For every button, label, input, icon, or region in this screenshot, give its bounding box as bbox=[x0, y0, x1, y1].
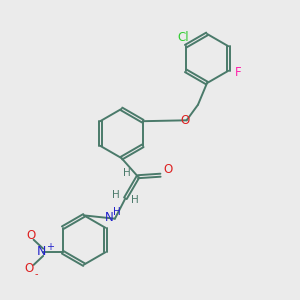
Text: H: H bbox=[123, 168, 130, 178]
Text: H: H bbox=[131, 195, 139, 205]
Text: +: + bbox=[46, 242, 54, 252]
Text: H: H bbox=[113, 207, 121, 217]
Text: O: O bbox=[181, 114, 190, 127]
Text: O: O bbox=[25, 262, 34, 275]
Text: N: N bbox=[105, 211, 114, 224]
Text: Cl: Cl bbox=[177, 31, 188, 44]
Text: -: - bbox=[34, 269, 38, 280]
Text: N: N bbox=[37, 245, 46, 258]
Text: O: O bbox=[164, 163, 173, 176]
Text: H: H bbox=[112, 190, 120, 200]
Text: F: F bbox=[235, 66, 241, 79]
Text: O: O bbox=[26, 229, 35, 242]
